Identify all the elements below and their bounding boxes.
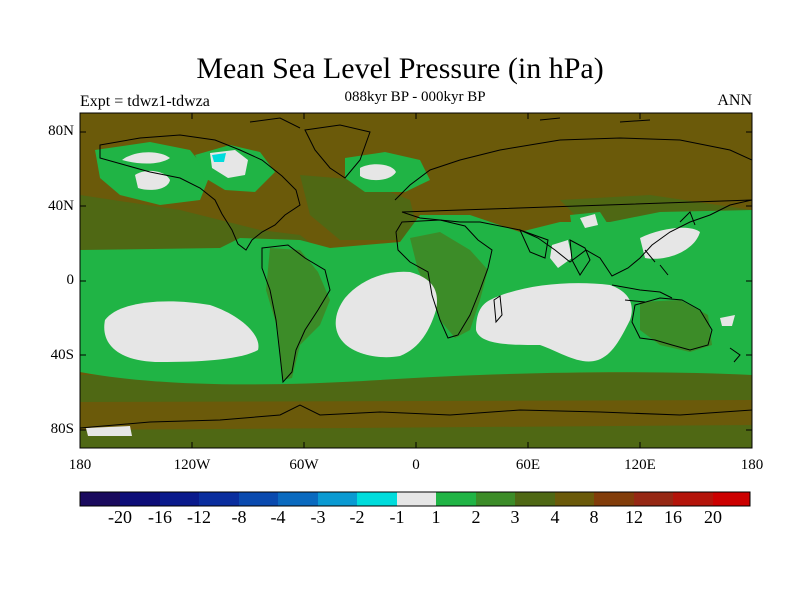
- field-2to3-africa: [410, 232, 488, 338]
- colorbar-label: 2: [471, 507, 481, 527]
- season-label: ANN: [717, 92, 752, 109]
- field-3to4-antarctic: [80, 425, 752, 448]
- field-3to4-npacific: [80, 195, 320, 250]
- axis-ticks: [80, 113, 752, 448]
- field-minus1to1-sindian: [476, 283, 632, 362]
- field-minus2to-1-north-canada: [212, 153, 226, 162]
- colorbar-label: -8: [231, 507, 247, 527]
- field-minus1to1-tasman: [720, 315, 735, 326]
- colorbar-label: -3: [310, 507, 326, 527]
- colorbar-label: -4: [270, 507, 286, 527]
- colorbar-cell: [318, 492, 357, 506]
- x-tick-label: 120E: [624, 457, 656, 473]
- field-minus1to1-antarctic: [86, 426, 132, 436]
- field-minus1to1-satlantic: [335, 271, 437, 358]
- x-tick-label: 60E: [515, 457, 541, 473]
- y-tick-label: 0: [66, 272, 75, 288]
- colorbar-cell: [278, 492, 318, 506]
- colorbar-label: 3: [510, 507, 520, 527]
- field-minus1to1-arabia: [550, 240, 572, 268]
- colorbar-cell: [555, 492, 594, 506]
- colorbar-label: 16: [664, 507, 682, 527]
- colorbar-cell: [357, 492, 397, 506]
- x-tick-label: 180: [68, 457, 92, 473]
- colorbar-frame: [79, 491, 751, 507]
- colorbar-label: -1: [389, 507, 405, 527]
- field-2to3-australia: [640, 300, 712, 352]
- x-tick-label: 0: [412, 457, 420, 473]
- colorbar-cell: [120, 492, 160, 506]
- plot-subtitle: 088kyr BP - 000kyr BP: [344, 89, 486, 105]
- field-minus1to1-nwpacific: [640, 227, 700, 259]
- colorbar-label: 8: [589, 507, 599, 527]
- field-3to4-natlantic: [300, 175, 420, 240]
- x-tick-label: 180: [740, 457, 764, 473]
- colorbar-cell: [436, 492, 476, 506]
- field-2to3-southamerica: [266, 248, 330, 380]
- plot-title: Mean Sea Level Pressure (in hPa): [196, 52, 604, 85]
- colorbar-cell: [673, 492, 713, 506]
- colorbar-cell: [476, 492, 515, 506]
- colorbar-label: 20: [704, 507, 722, 527]
- colorbar-label: 12: [625, 507, 643, 527]
- colorbar-cell: [160, 492, 199, 506]
- colorbar: [79, 491, 751, 507]
- y-tick-label: 40N: [48, 198, 74, 214]
- colorbar-cell: [239, 492, 278, 506]
- field-minus1to1-spacific: [104, 301, 259, 362]
- colorbar-cell: [634, 492, 673, 506]
- colorbar-cell: [397, 492, 436, 506]
- y-tick-label: 80N: [48, 123, 74, 139]
- y-tick-label: 80S: [50, 421, 74, 437]
- colorbar-cell: [515, 492, 555, 506]
- field-minus1to1-natlantic: [360, 164, 396, 181]
- coastlines: [80, 117, 752, 429]
- colorbar-label: 4: [550, 507, 560, 527]
- field-1to2-india: [570, 212, 615, 255]
- colorbar-cell: [713, 492, 750, 506]
- experiment-label: Expt = tdwz1-tdwza: [80, 93, 210, 110]
- colorbar-label: -12: [187, 507, 211, 527]
- x-tick-label: 60W: [289, 457, 319, 473]
- field-minus1to1-aleutian: [135, 170, 170, 190]
- pressure-map: [80, 113, 752, 448]
- colorbar-cell: [80, 492, 120, 506]
- colorbar-label: -2: [349, 507, 365, 527]
- y-tick-label: 40S: [50, 347, 74, 363]
- colorbar-label: -20: [108, 507, 132, 527]
- x-tick-label: 120W: [173, 457, 211, 473]
- field-minus1to1-tibet: [580, 214, 598, 228]
- colorbar-cell: [594, 492, 634, 506]
- colorbar-cell: [199, 492, 239, 506]
- colorbar-label: 1: [431, 507, 441, 527]
- field-minus1to1-alaska-rim: [122, 152, 170, 164]
- colorbar-label: -16: [148, 507, 172, 527]
